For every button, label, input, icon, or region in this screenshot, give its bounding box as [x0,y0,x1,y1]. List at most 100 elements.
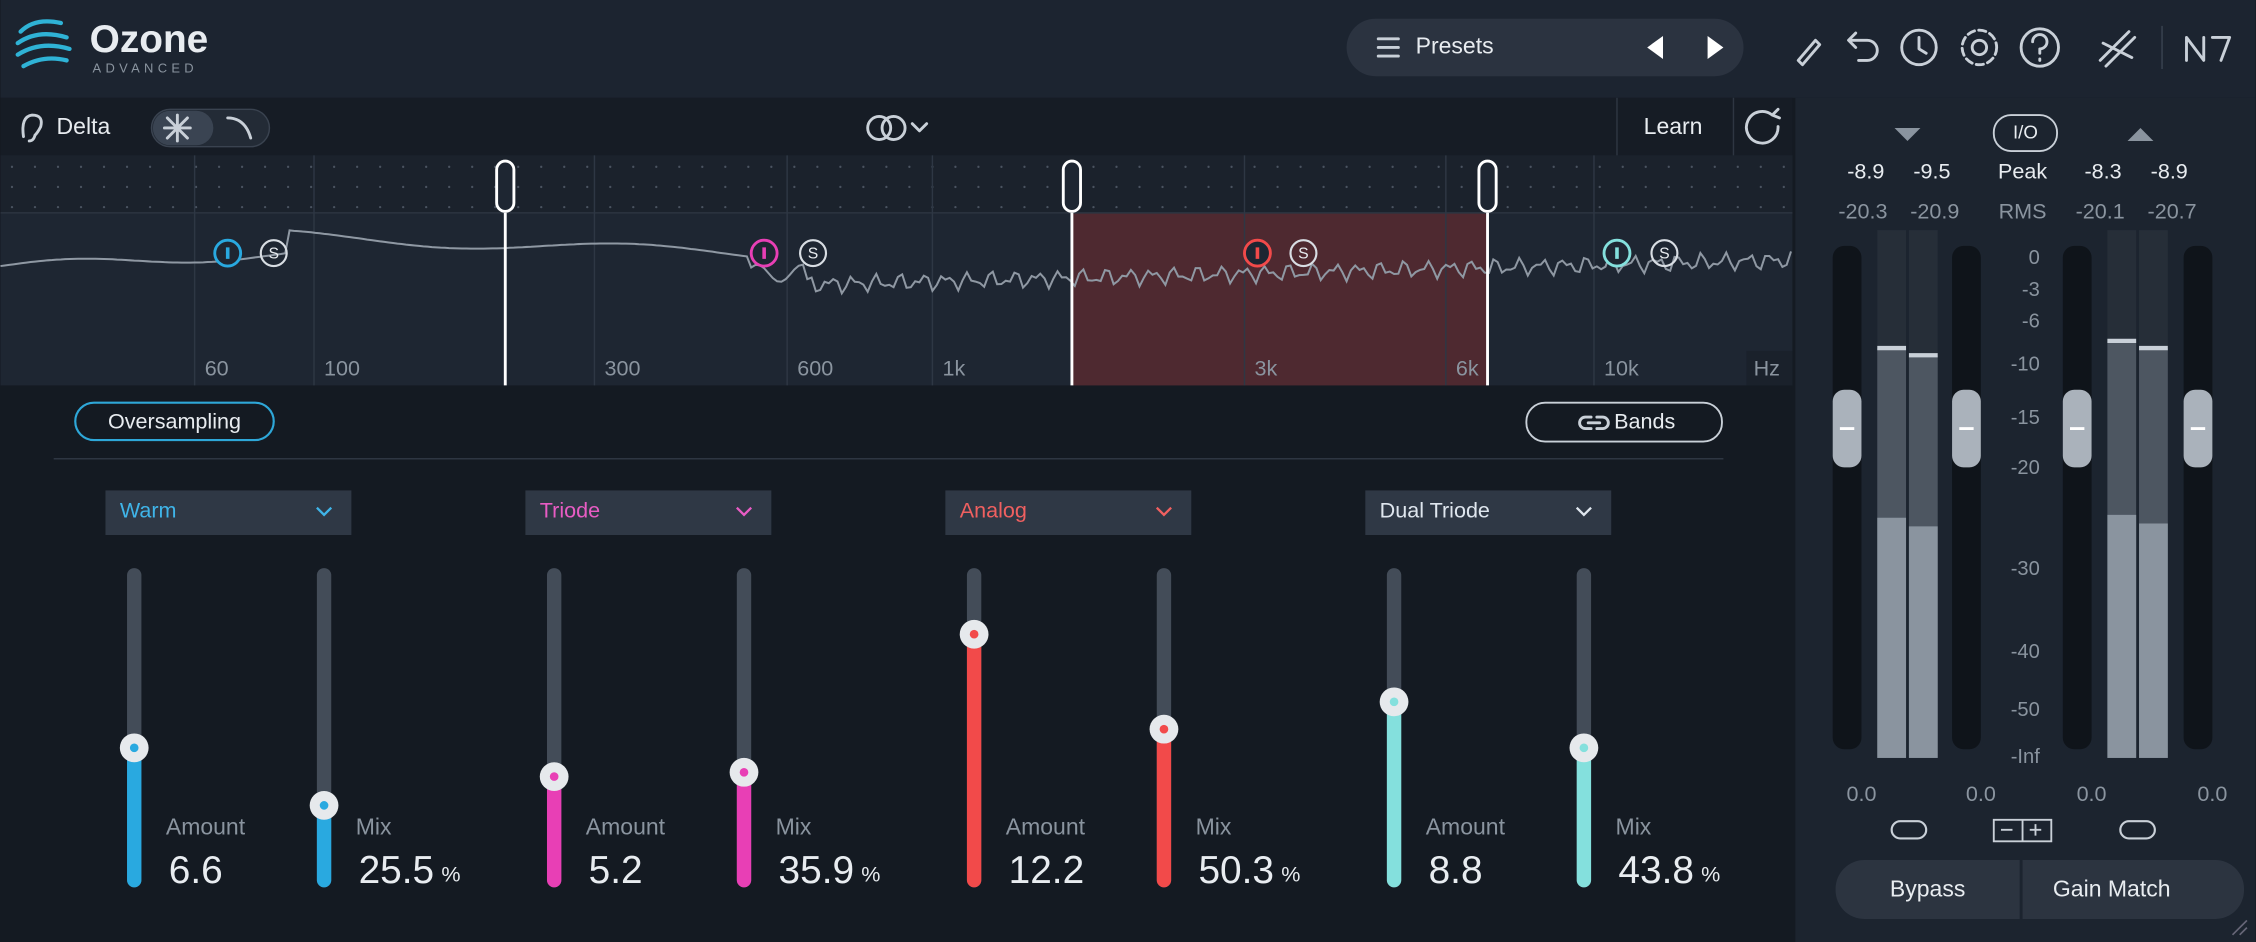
band-split-handle[interactable] [1477,159,1498,213]
grid-dot [1690,185,1693,189]
grid-dot [701,185,704,189]
frequency-label: 300 [605,355,641,380]
solo-button[interactable] [1650,239,1679,268]
undo-icon[interactable] [1847,31,1879,62]
mix-label: Mix [776,813,812,839]
gain-slider-track[interactable] [2183,245,2213,750]
izotope-icon[interactable] [2098,30,2137,68]
presets-label[interactable]: Presets [1416,33,1494,59]
slider-fill [736,772,752,888]
stereo-dropdown[interactable] [910,122,929,133]
grid-dot [1161,205,1164,209]
mode-label[interactable]: Dual Triode [1380,498,1490,523]
help-icon[interactable] [2019,27,2060,68]
mode-dropdown[interactable] [1365,490,1612,535]
grid-dot [609,185,612,189]
peak-value: -8.9 [1847,158,1884,183]
grid-dot [1575,165,1578,168]
slider-fill [1156,729,1172,888]
gain-slider-track[interactable] [1832,245,1862,750]
grid-dot [977,185,980,189]
link-button[interactable] [2119,820,2156,840]
solo-label[interactable]: S [268,246,279,263]
amount-label: Amount [586,813,666,839]
grid-dot [816,185,819,189]
mode-label[interactable]: Warm [120,498,177,523]
solo-button[interactable] [259,239,288,268]
band-split-handle[interactable] [1061,159,1082,213]
bands-button[interactable] [1525,401,1723,443]
bypass-button[interactable]: Bypass [1890,875,1965,901]
io-button[interactable] [1992,114,2058,152]
grid-dot [678,205,681,209]
solo-label[interactable]: S [1298,246,1309,263]
grid-dot [1161,185,1164,189]
oversampling-button[interactable] [74,401,275,442]
grid-dot [402,185,405,189]
grid-dot [448,185,451,189]
grid-dot [194,165,198,168]
gain-match-button[interactable]: Gain Match [2053,875,2171,901]
oversampling-label[interactable]: Oversampling [108,409,241,434]
button-group [1835,860,2245,919]
grid-dot [1414,165,1417,168]
grid-dot [1046,185,1049,189]
solo-label[interactable]: S [808,246,819,263]
presets-bar[interactable] [1346,18,1744,77]
grid-dot [1345,185,1348,189]
preset-prev[interactable] [1647,35,1663,59]
grid-dot [1115,165,1118,168]
mix-label: Mix [1616,813,1652,839]
stereo-icon-left[interactable] [866,115,893,141]
grid-dot [217,185,221,189]
band-split-handle[interactable] [495,159,516,213]
settings-icon[interactable] [1960,28,1999,67]
link-button[interactable] [1890,820,1928,840]
resize-grip[interactable] [2231,919,2248,936]
bands-label[interactable]: Bands [1614,409,1675,434]
gain-slider-track[interactable] [2062,245,2092,750]
mode-dropdown[interactable] [105,490,352,535]
mode-label[interactable]: Analog [960,498,1027,523]
grid-dot [1023,185,1026,189]
gain-value: 0.0 [2077,781,2107,806]
amount-value: 6.6 [169,849,223,892]
mode-dropdown[interactable] [525,490,772,535]
preset-next[interactable] [1707,35,1724,59]
grid-dot [309,165,313,168]
grid-dot [1322,185,1325,189]
grid-dot [1782,165,1785,168]
selected-band [1071,212,1488,386]
grid-dot [770,165,773,168]
grid-dot [332,205,336,209]
pencil-icon[interactable] [1796,38,1822,67]
mode-label[interactable]: Triode [540,498,600,523]
stereo-icon-right[interactable] [880,115,907,141]
dropdown-arrow [736,506,753,517]
grid-dot [1000,185,1003,189]
grid-dot [1506,185,1509,189]
io-link-button[interactable] [1992,818,2053,843]
mix-value: 25.5 [359,849,435,892]
grid-dot [379,185,382,189]
grid-dot [1460,205,1463,209]
mode-dropdown[interactable] [945,490,1192,535]
grid-dot [655,205,658,209]
meter-scale-label: -30 [2011,558,2040,580]
grid-dot [33,165,37,168]
io-label[interactable]: I/O [2013,122,2038,143]
solo-label[interactable]: S [1659,246,1670,263]
grid-dot [102,185,106,189]
learn-button[interactable]: Learn [1644,113,1703,139]
grid-dot [1184,205,1187,209]
grid-dot [1667,205,1670,209]
grid-dot [494,205,497,209]
history-icon[interactable] [1900,28,1938,67]
reset-icon[interactable] [1745,107,1781,145]
solo-button[interactable] [799,239,828,268]
ni-logo[interactable] [2185,35,2232,62]
solo-button[interactable] [1289,239,1318,268]
delta-label[interactable]: Delta [57,113,111,139]
gain-slider-track[interactable] [1952,245,1981,750]
frequency-label: 10k [1604,355,1639,380]
